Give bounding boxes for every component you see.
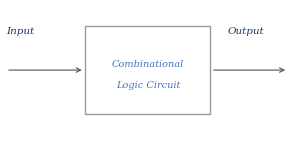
Text: Output: Output	[228, 27, 265, 36]
Bar	[85, 26, 210, 114]
Text: Combinational: Combinational	[112, 60, 184, 69]
Text: Logic Circuit: Logic Circuit	[116, 81, 180, 90]
Text: Input: Input	[6, 27, 34, 36]
